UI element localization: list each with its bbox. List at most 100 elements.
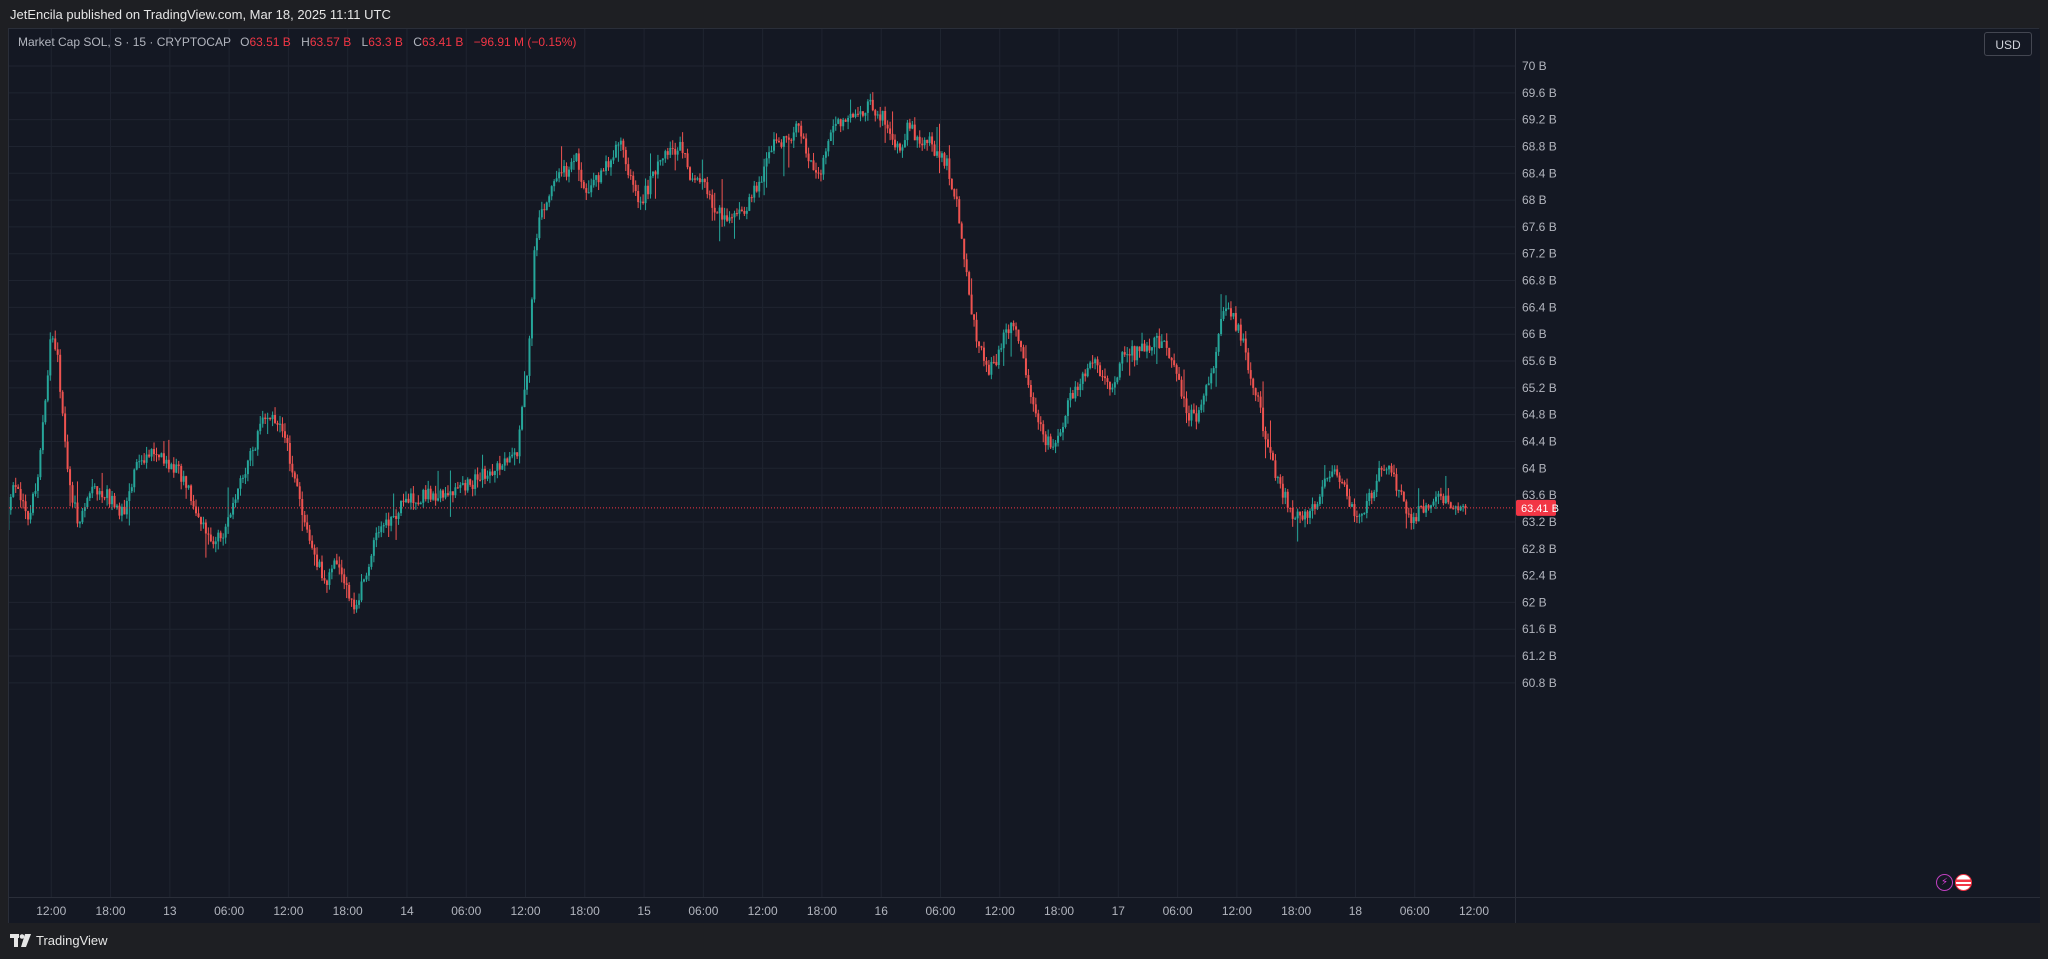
candle-body <box>417 502 420 505</box>
candle <box>1259 391 1262 413</box>
lightning-icon[interactable]: ⚡ <box>1936 874 1953 891</box>
candle <box>543 203 546 220</box>
close-value: 63.41 B <box>421 35 464 49</box>
candle <box>120 503 123 522</box>
candle <box>19 482 22 508</box>
candle <box>1308 508 1311 525</box>
candle <box>1153 336 1156 355</box>
candle <box>837 117 840 125</box>
candle-body <box>765 158 768 167</box>
chart-pane[interactable]: 70 B 69.6 B 69.2 B 68.8 B 68.4 B 68 B 67.6 B 67… <box>8 28 2040 924</box>
candle <box>404 491 407 504</box>
candle <box>938 123 941 174</box>
candle-body <box>390 516 393 526</box>
candle <box>251 446 254 467</box>
y-tick-label: 69.2 B <box>1522 113 1557 127</box>
candle <box>395 509 398 540</box>
candle-body <box>207 533 210 535</box>
candle <box>1205 383 1208 402</box>
x-tick-label: 06:00 <box>688 904 718 918</box>
candle <box>313 544 316 566</box>
tradingview-brand[interactable]: TradingView <box>10 933 108 948</box>
candle <box>1400 484 1403 496</box>
candle <box>98 487 101 500</box>
candle-body <box>459 484 462 488</box>
currency-button[interactable]: USD <box>1984 32 2032 56</box>
candle <box>718 205 721 242</box>
candle <box>192 494 195 510</box>
candle <box>138 454 141 468</box>
candle-body <box>659 160 662 162</box>
candle-body <box>400 500 403 514</box>
candle <box>651 171 654 179</box>
candle-body <box>296 478 299 487</box>
candle-body <box>1210 373 1213 384</box>
candle-body <box>548 196 551 203</box>
candle-body <box>543 209 546 211</box>
candle-body <box>155 454 158 456</box>
candle <box>232 497 235 520</box>
candle-body <box>1346 484 1349 497</box>
price-chart[interactable]: 70 B 69.6 B 69.2 B 68.8 B 68.4 B 68 B 67.6 B 67… <box>9 29 2040 924</box>
candle-body <box>439 490 442 499</box>
candle-body <box>770 150 773 153</box>
candle <box>782 136 785 177</box>
candle <box>1316 501 1319 511</box>
candle-body <box>69 469 72 486</box>
x-tick-label: 12:00 <box>273 904 303 918</box>
candle <box>768 146 771 164</box>
candle-body <box>876 114 879 116</box>
candle <box>437 470 440 502</box>
candle <box>323 570 326 584</box>
candle <box>1017 329 1020 344</box>
candle-body <box>1116 377 1119 383</box>
candle-body <box>1286 491 1289 508</box>
candle-body <box>1267 439 1270 447</box>
candle <box>1108 381 1111 396</box>
candle-body <box>676 150 679 155</box>
candle-body <box>1163 340 1166 342</box>
candle-body <box>54 338 57 350</box>
candle-body <box>521 407 524 430</box>
candle-body <box>1242 338 1245 341</box>
y-tick-label: 63.2 B <box>1522 515 1557 529</box>
candle-body <box>286 437 289 443</box>
symbol-name: Market Cap SOL, S · 15 · CRYPTOCAP <box>18 35 231 49</box>
candle <box>274 407 277 424</box>
candle <box>88 491 91 502</box>
candle-body <box>1333 469 1336 472</box>
candle-body <box>891 133 894 140</box>
candle-body <box>335 560 338 565</box>
candle <box>106 485 109 506</box>
candle <box>669 141 672 159</box>
candle <box>488 468 491 484</box>
time-axis[interactable]: 06:00 12:00 18:00 13 06:00 12:00 18:00 14 06:00 1… <box>9 904 1489 918</box>
candle-body <box>214 541 217 545</box>
candle <box>1220 294 1223 337</box>
candle <box>1269 420 1272 460</box>
candle-body <box>111 495 114 505</box>
candle-body <box>1444 495 1447 504</box>
candle <box>609 158 612 176</box>
candle-body <box>175 464 178 473</box>
candle <box>1291 500 1294 527</box>
candle-body <box>617 144 620 146</box>
candle <box>558 168 561 183</box>
candle <box>513 448 516 466</box>
price-axis[interactable]: 70 B 69.6 B 69.2 B 68.8 B 68.4 B 68 B 67.6 B 67… <box>1522 59 1557 690</box>
candle <box>165 455 168 469</box>
candle-body <box>1316 504 1319 509</box>
candle <box>1301 511 1304 521</box>
candle-body <box>624 149 627 165</box>
candle-body <box>1039 422 1042 425</box>
candle-body <box>298 486 301 500</box>
us-flag-icon[interactable] <box>1955 874 1972 891</box>
candle <box>1061 422 1064 441</box>
candle <box>854 109 857 119</box>
candle <box>392 493 395 518</box>
candle-body <box>666 151 669 155</box>
candle-body <box>516 452 519 457</box>
candle <box>560 146 563 177</box>
candle <box>834 116 837 131</box>
candle-body <box>790 139 793 141</box>
